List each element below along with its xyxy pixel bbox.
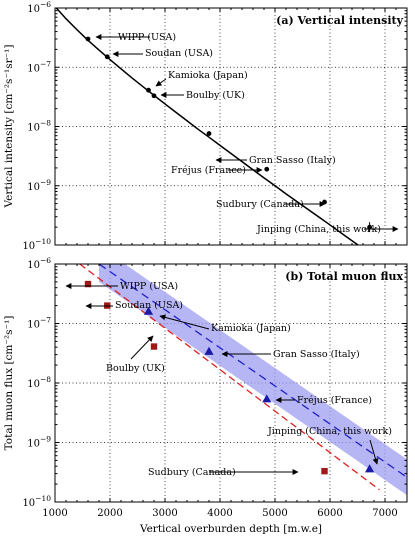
red-square-point-3 — [150, 343, 158, 350]
panel-title: (a) Vertical intensity — [276, 14, 403, 27]
annotation-label: Soudan (USA) — [145, 48, 213, 59]
annotation-label: Fréjus (France) — [171, 165, 246, 176]
y-tick-label: 10−9 — [27, 178, 51, 193]
y-tick-exponent: −10 — [35, 237, 51, 246]
y-tick-exponent: −6 — [40, 0, 51, 9]
y-tick-exponent: −8 — [40, 375, 51, 384]
panel-b-total-muon-flux: WIPP (USA) Soudan (USA) Boulby (UK) Sudbury… — [3, 256, 408, 535]
annotation-arrow — [159, 314, 210, 330]
y-tick-base: 10 — [22, 498, 35, 509]
annotation-label: Kamioka (Japan) — [211, 323, 291, 334]
data-point-5 — [206, 131, 212, 136]
y-tick-base: 10 — [27, 379, 40, 390]
annotation-label: Boulby (UK) — [186, 90, 245, 101]
y-tick-exponent: −9 — [40, 178, 51, 187]
y-tick-exponent: −8 — [40, 119, 51, 128]
panel-title: (b) Total muon flux — [285, 270, 403, 283]
y-tick-base: 10 — [27, 4, 40, 15]
y-tick-exponent: −7 — [40, 59, 51, 68]
data-point-2 — [104, 54, 110, 60]
blue-fit-line — [98, 264, 407, 478]
x-tick-label: 6000 — [317, 508, 342, 519]
red-fit-line — [79, 264, 380, 491]
axis-ticks — [55, 263, 407, 503]
red-square-point-1 — [84, 280, 92, 288]
blue-triangle-point-3 — [262, 394, 272, 403]
y-tick-label: 10−6 — [27, 0, 51, 15]
axis-ticks — [55, 7, 407, 246]
y-tick-base: 10 — [27, 182, 40, 193]
data-point-1 — [85, 36, 91, 42]
y-tick-base: 10 — [27, 320, 40, 331]
x-tick-label: 4000 — [207, 508, 232, 519]
blue-triangle-point-4 — [365, 464, 375, 473]
y-tick-label: 10−10 — [22, 494, 51, 509]
vertical-intensity-curve — [55, 8, 360, 245]
y-tick-base: 10 — [22, 241, 35, 252]
y-tick-label: 10−8 — [27, 119, 51, 134]
plot-area — [79, 264, 407, 496]
y-tick-exponent: −9 — [40, 435, 51, 444]
y-tick-base: 10 — [27, 439, 40, 450]
data-point-6 — [264, 166, 270, 172]
y-tick-base: 10 — [27, 63, 40, 74]
y-tick-exponent: −7 — [40, 316, 51, 325]
annotation-label: Jinping (China, this work) — [256, 224, 381, 235]
annotation-label: Fréjus (France) — [297, 395, 372, 406]
x-tick-label: 3000 — [152, 508, 177, 519]
annotation-label: Gran Sasso (Italy) — [273, 349, 360, 360]
blue-triangle-point-2 — [204, 346, 214, 355]
y-tick-label: 10−6 — [27, 256, 51, 271]
annotation-label: Sudbury (Canada) — [216, 199, 304, 210]
grid-lines — [55, 8, 407, 245]
y-tick-exponent: −6 — [40, 256, 51, 265]
y-axis-label: Total muon flux [cm⁻²s⁻¹] — [3, 316, 15, 451]
x-tick-label: 1000 — [42, 508, 67, 519]
fit-uncertainty-band — [99, 264, 407, 496]
x-axis-label: Vertical overburden depth [m.w.e] — [139, 523, 322, 535]
annotation-label: Gran Sasso (Italy) — [249, 155, 336, 166]
annotation-label: Jinping (China, this work) — [267, 426, 392, 437]
data-point-3 — [146, 87, 151, 93]
y-tick-label: 10−10 — [22, 237, 51, 252]
y-tick-exponent: −10 — [35, 494, 51, 503]
annotation-label: Boulby (UK) — [106, 363, 165, 374]
y-tick-base: 10 — [27, 260, 40, 271]
y-axis-label: Vertical intensity [cm⁻²s⁻¹sr⁻¹] — [3, 45, 15, 209]
data-point-8 — [367, 224, 372, 230]
red-square-point-4 — [321, 467, 328, 475]
annotation-arrow — [155, 78, 167, 87]
annotation-label: WIPP (USA) — [120, 281, 178, 292]
annotation-label: Kamioka (Japan) — [168, 70, 248, 81]
annotation-arrow — [130, 335, 154, 360]
plot-area — [55, 8, 372, 245]
panel-a-vertical-intensity: WIPP (USA) Soudan (USA) Kamioka (Japan) Bou… — [3, 0, 408, 252]
y-tick-label: 10−9 — [27, 435, 51, 450]
x-tick-label: 5000 — [262, 508, 287, 519]
x-tick-label: 7000 — [372, 508, 397, 519]
annotation-label: WIPP (USA) — [118, 32, 176, 43]
y-tick-label: 10−7 — [27, 59, 51, 74]
y-tick-label: 10−8 — [27, 375, 51, 390]
data-point-4 — [151, 93, 157, 99]
x-tick-label: 2000 — [97, 508, 122, 519]
y-tick-label: 10−7 — [27, 316, 51, 331]
annotation-label: Sudbury (Canada) — [148, 467, 236, 478]
y-tick-base: 10 — [27, 123, 40, 134]
annotation-arrow — [369, 439, 379, 465]
annotation-label: Soudan (USA) — [115, 300, 183, 311]
blue-triangle-point-1 — [143, 306, 154, 315]
